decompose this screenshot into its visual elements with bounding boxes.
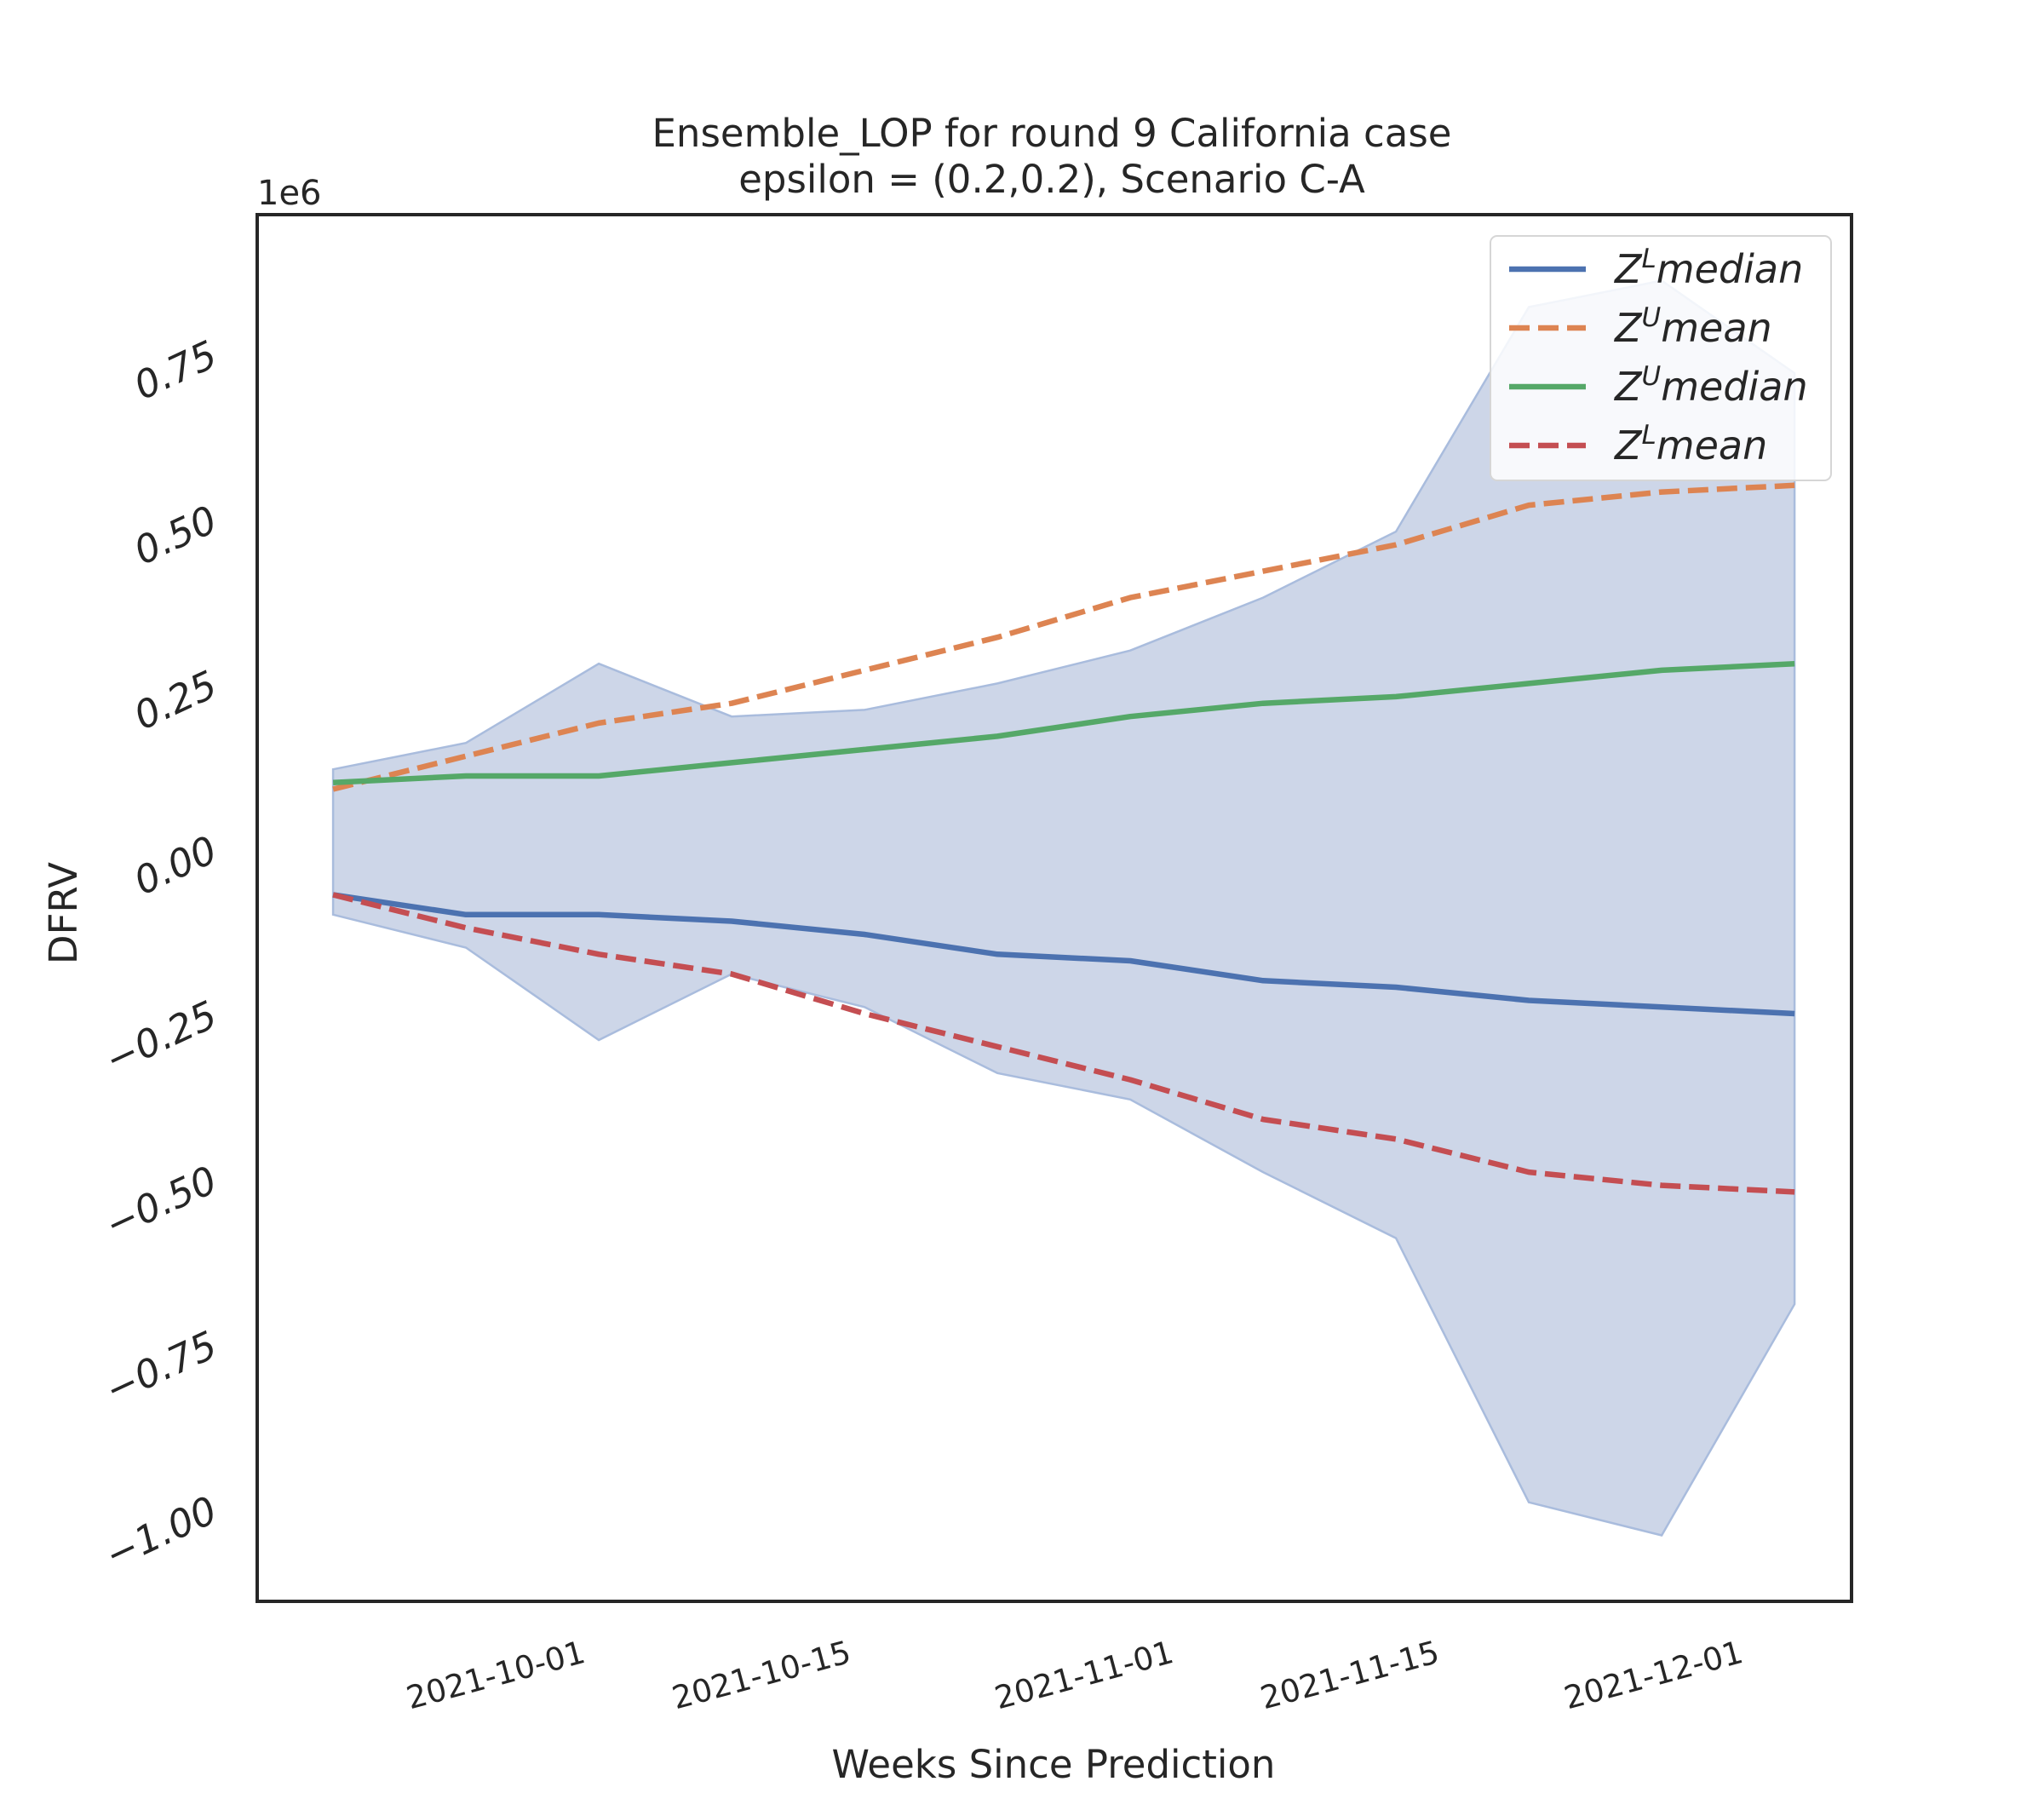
legend-label: ZUmean xyxy=(1613,302,1772,351)
chart-title-line1: Ensemble_LOP for round 9 California case xyxy=(652,111,1451,156)
chart-title-line2: epsilon = (0.2,0.2), Scenario C-A xyxy=(738,157,1365,202)
legend-label: ZLmean xyxy=(1613,420,1767,468)
legend-entry: ZUmean xyxy=(1509,302,1772,351)
legend-box xyxy=(1490,235,1832,481)
legend-label: ZUmedian xyxy=(1613,361,1808,410)
series-layer xyxy=(332,482,1795,1195)
legend-label: ZLmedian xyxy=(1613,244,1803,292)
series-line-ZL-mean xyxy=(332,892,1795,1195)
y-offset-label: 1e6 xyxy=(257,174,322,213)
series-line-ZU-mean xyxy=(332,482,1795,792)
series-line-ZU-median xyxy=(332,660,1795,785)
legend-entry: ZLmean xyxy=(1509,420,1767,468)
series-line-ZL-median xyxy=(332,892,1795,1017)
legend: ZLmedian ZUmean ZUmedian ZLmean xyxy=(1490,235,1832,481)
plot-area-frame xyxy=(256,213,1853,1603)
legend-entry: ZUmedian xyxy=(1509,361,1808,410)
x-axis-label: Weeks Since Prediction xyxy=(832,1742,1276,1787)
y-axis-label: DFRV xyxy=(41,862,86,964)
legend-entry: ZLmedian xyxy=(1509,244,1803,292)
